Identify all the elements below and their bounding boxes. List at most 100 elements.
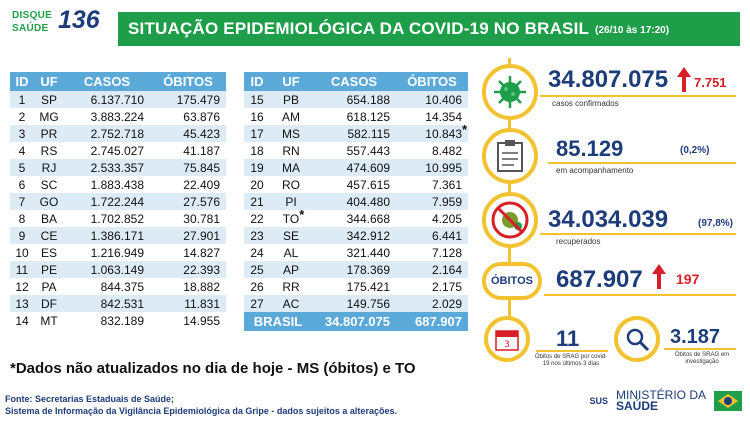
cell-casos: 1.063.149 bbox=[64, 261, 150, 278]
obitos-delta: 197 bbox=[676, 271, 700, 287]
sus-logo: SUS bbox=[589, 396, 608, 406]
cell-uf: AL bbox=[270, 244, 312, 261]
cell-id: 18 bbox=[244, 142, 270, 159]
cell-casos: 2.745.027 bbox=[64, 142, 150, 159]
cell-uf: CE bbox=[34, 227, 64, 244]
cell-casos: 1.216.949 bbox=[64, 244, 150, 261]
cell-id: 8 bbox=[10, 210, 34, 227]
cell-id: 23 bbox=[244, 227, 270, 244]
up-arrow-icon bbox=[677, 67, 691, 77]
footnote: *Dados não atualizados no dia de hoje - … bbox=[10, 360, 416, 377]
cell-obitos: 14.354 bbox=[396, 108, 468, 125]
cell-obitos: 63.876 bbox=[150, 108, 226, 125]
table-row: 9 CE 1.386.171 27.901 bbox=[10, 227, 226, 244]
page-title: SITUAÇÃO EPIDEMIOLÓGICA DA COVID-19 NO B… bbox=[128, 19, 590, 38]
cell-casos: 557.443 bbox=[312, 142, 396, 159]
table-row: 4 RS 2.745.027 41.187 bbox=[10, 142, 226, 159]
cell-id: 13 bbox=[10, 295, 34, 312]
cell-uf: MT bbox=[34, 312, 64, 329]
col-id: ID bbox=[10, 72, 34, 91]
cell-obitos: 2.164 bbox=[396, 261, 468, 278]
cell-casos: 344.668 bbox=[312, 210, 396, 227]
acompanhamento-value: 85.129 bbox=[556, 136, 624, 161]
confirmados-label: casos confirmados bbox=[552, 99, 619, 108]
cell-uf: PA bbox=[34, 278, 64, 295]
cell-id: 11 bbox=[10, 261, 34, 278]
cell-uf: AM bbox=[270, 108, 312, 125]
cell-id: 27 bbox=[244, 295, 270, 312]
ministerio-line2: SAÚDE bbox=[615, 399, 658, 413]
cell-obitos: 175.479 bbox=[150, 91, 226, 108]
cell-uf: PI bbox=[270, 193, 312, 210]
ministerio-line1: MINISTÉRIO DA bbox=[615, 388, 706, 402]
total-label: BRASIL bbox=[244, 312, 312, 331]
divider bbox=[548, 162, 736, 164]
cell-casos: 2.533.357 bbox=[64, 159, 150, 176]
cell-casos: 654.188 bbox=[312, 91, 396, 108]
cell-casos: 175.421 bbox=[312, 278, 396, 295]
recuperados-label: recuperados bbox=[556, 237, 601, 246]
cell-obitos: 14.827 bbox=[150, 244, 226, 261]
table-row: 15 PB 654.188 10.406 bbox=[244, 91, 468, 108]
brazil-flag-icon bbox=[714, 391, 742, 411]
cell-casos: 321.440 bbox=[312, 244, 396, 261]
investigacao-label: Óbitos de SRAG em investigação bbox=[674, 352, 730, 365]
cell-casos: 474.609 bbox=[312, 159, 396, 176]
cell-obitos: 7.128 bbox=[396, 244, 468, 261]
table-row: 18 RN 557.443 8.482 bbox=[244, 142, 468, 159]
col-uf: UF bbox=[34, 72, 64, 91]
cell-uf: MA bbox=[270, 159, 312, 176]
divider bbox=[540, 95, 736, 97]
col-uf: UF bbox=[270, 72, 312, 91]
table-row: 1 SP 6.137.710 175.479 bbox=[10, 91, 226, 108]
table-row: 10 ES 1.216.949 14.827 bbox=[10, 244, 226, 261]
cell-casos: 582.115 bbox=[312, 125, 396, 142]
cell-casos: 842.531 bbox=[64, 295, 150, 312]
cell-id: 20 bbox=[244, 176, 270, 193]
cell-obitos: 4.205 bbox=[396, 210, 468, 227]
cell-uf: RJ bbox=[34, 159, 64, 176]
cell-id: 14 bbox=[10, 312, 34, 329]
cell-uf: TO * bbox=[270, 207, 312, 227]
confirmados-value: 34.807.075 bbox=[548, 66, 669, 93]
cell-uf: BA bbox=[34, 210, 64, 227]
logo-line1: DISQUE bbox=[12, 10, 53, 21]
confirmados-delta: 7.751 bbox=[694, 75, 727, 90]
cell-casos: 342.912 bbox=[312, 227, 396, 244]
source-line1: Fonte: Secretarias Estaduais de Saúde; bbox=[5, 394, 175, 404]
cell-id: 4 bbox=[10, 142, 34, 159]
cell-uf: MS bbox=[270, 125, 312, 142]
table-row: 8 BA 1.702.852 30.781 bbox=[10, 210, 226, 227]
cell-uf: SP bbox=[34, 91, 64, 108]
cell-casos: 1.702.852 bbox=[64, 210, 150, 227]
table-row: 5 RJ 2.533.357 75.845 bbox=[10, 159, 226, 176]
divider bbox=[544, 294, 736, 296]
cell-obitos: 10.843 * bbox=[396, 122, 468, 142]
cell-uf: PE bbox=[34, 261, 64, 278]
table-row: 25 AP 178.369 2.164 bbox=[244, 261, 468, 278]
table-row: 22 TO * 344.668 4.205 bbox=[244, 207, 468, 227]
cell-id: 21 bbox=[244, 193, 270, 210]
cell-uf: GO bbox=[34, 193, 64, 210]
title-bar: SITUAÇÃO EPIDEMIOLÓGICA DA COVID-19 NO B… bbox=[118, 12, 740, 46]
cell-obitos: 75.845 bbox=[150, 159, 226, 176]
cell-obitos: 2.029 bbox=[396, 295, 468, 312]
virus-icon bbox=[482, 64, 538, 120]
cell-id: 9 bbox=[10, 227, 34, 244]
clipboard-icon bbox=[482, 128, 538, 184]
cell-casos: 404.480 bbox=[312, 193, 396, 210]
cell-id: 6 bbox=[10, 176, 34, 193]
cell-uf: SC bbox=[34, 176, 64, 193]
cell-casos: 1.386.171 bbox=[64, 227, 150, 244]
obitos-badge: ÓBITOS bbox=[482, 262, 542, 300]
cell-id: 7 bbox=[10, 193, 34, 210]
asterisk-mark: * bbox=[462, 122, 468, 137]
table-row: 20 RO 457.615 7.361 bbox=[244, 176, 468, 193]
cell-uf: AC bbox=[270, 295, 312, 312]
cell-obitos: 2.175 bbox=[396, 278, 468, 295]
cell-uf: RN bbox=[270, 142, 312, 159]
recuperados-value: 34.034.039 bbox=[548, 206, 669, 233]
table-row: 17 MS 582.115 10.843 * bbox=[244, 122, 468, 142]
cell-uf: AP bbox=[270, 261, 312, 278]
col-obitos: ÓBITOS bbox=[396, 72, 468, 91]
